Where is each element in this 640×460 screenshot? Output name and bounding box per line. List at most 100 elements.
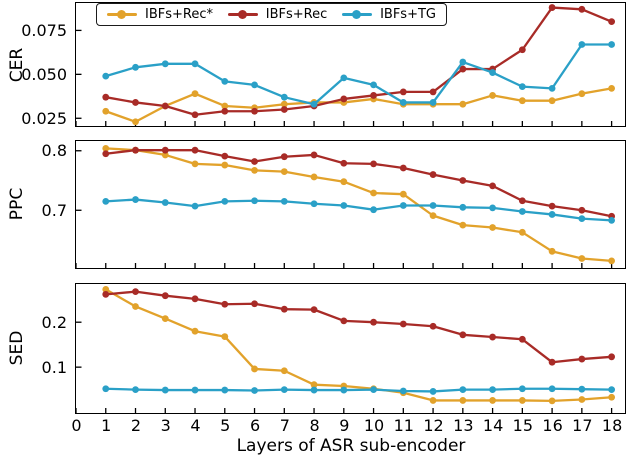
data-point: [370, 206, 377, 214]
data-point: [399, 88, 407, 96]
data-point: [340, 386, 348, 394]
x-tick-label: 10: [363, 416, 385, 435]
data-point: [429, 322, 437, 330]
sed-subplot: [75, 283, 626, 414]
data-point: [221, 161, 229, 169]
data-point: [518, 83, 526, 91]
data-point: [221, 300, 229, 308]
y-tick-label: 0.025: [21, 108, 67, 128]
data-point: [340, 202, 348, 209]
data-point: [102, 197, 110, 205]
legend-dot-icon: [117, 10, 126, 19]
data-point: [340, 317, 348, 325]
x-tick-label: 6: [249, 416, 261, 435]
data-point: [102, 72, 110, 80]
data-point: [132, 196, 139, 203]
data-point: [399, 190, 407, 198]
series-line: [104, 290, 613, 364]
data-point: [280, 106, 288, 113]
data-point: [310, 386, 318, 394]
data-point: [489, 397, 496, 404]
x-tick-label: 2: [130, 416, 142, 435]
x-tick-label: 0: [71, 416, 82, 435]
data-point: [102, 385, 110, 393]
x-axis-label: Layers of ASR sub-encoder: [236, 436, 466, 456]
data-point: [429, 202, 437, 209]
y-tick-label: 0.050: [21, 64, 67, 84]
data-point: [251, 300, 258, 308]
data-point: [370, 189, 377, 197]
x-tick-label: 12: [423, 416, 444, 435]
data-point: [608, 216, 616, 224]
data-point: [608, 41, 616, 48]
data-point: [578, 385, 586, 393]
data-point: [370, 386, 377, 394]
data-point: [340, 159, 348, 167]
cer-plot-canvas: [76, 4, 616, 126]
data-point: [518, 97, 526, 105]
data-point: [608, 18, 616, 26]
data-point: [191, 202, 199, 210]
data-point: [518, 385, 526, 393]
data-point: [578, 355, 586, 363]
data-point: [578, 5, 586, 13]
data-point: [132, 99, 139, 106]
data-point: [280, 305, 288, 313]
data-point: [132, 303, 139, 310]
data-point: [280, 100, 288, 108]
series-line: [104, 147, 613, 263]
ppc-plot-canvas: [76, 144, 616, 268]
data-point: [280, 93, 288, 101]
series-ibfs-rec: [102, 285, 616, 405]
data-point: [221, 197, 229, 205]
data-point: [161, 386, 169, 394]
data-point: [548, 4, 556, 11]
data-point: [548, 385, 556, 393]
data-point: [518, 228, 526, 236]
x-tick-label: 18: [601, 416, 623, 435]
data-point: [280, 168, 288, 175]
data-point: [578, 41, 586, 48]
legend-item-ibfs-rec-star: IBFs+Rec*: [107, 7, 213, 22]
data-point: [280, 386, 288, 394]
y-tick-label: 0.8: [41, 141, 67, 161]
data-point: [370, 318, 377, 326]
data-point: [310, 151, 318, 159]
series-line: [104, 43, 613, 106]
series-line: [104, 149, 613, 218]
data-point: [280, 153, 288, 161]
series-line: [104, 288, 613, 403]
y-tick-label: 0.7: [41, 200, 67, 220]
data-point: [310, 200, 318, 208]
data-point: [518, 197, 526, 205]
data-point: [310, 381, 318, 389]
data-point: [370, 92, 377, 99]
data-point: [161, 292, 169, 300]
data-point: [578, 396, 586, 403]
x-tick-label: 11: [393, 416, 414, 435]
data-point: [399, 164, 407, 172]
series-ibfs-tg: [102, 41, 616, 108]
legend-marker-ibfs-rec: [227, 10, 258, 19]
legend-label: IBFs+TG: [380, 7, 436, 22]
data-point: [191, 90, 199, 98]
data-point: [548, 202, 556, 210]
series-ibfs-rec: [102, 146, 616, 220]
legend-dot-icon: [237, 10, 247, 19]
data-point: [340, 178, 348, 186]
data-point: [191, 111, 199, 119]
series-ibfs-rec: [102, 288, 616, 366]
data-point: [548, 397, 556, 405]
data-point: [251, 81, 258, 89]
data-point: [429, 212, 437, 220]
data-point: [191, 327, 199, 335]
data-point: [518, 397, 526, 404]
series-line: [104, 6, 613, 116]
data-point: [518, 335, 526, 343]
data-point: [399, 99, 407, 106]
data-point: [518, 46, 526, 54]
data-point: [102, 144, 110, 152]
data-point: [102, 93, 110, 101]
data-point: [102, 290, 110, 298]
